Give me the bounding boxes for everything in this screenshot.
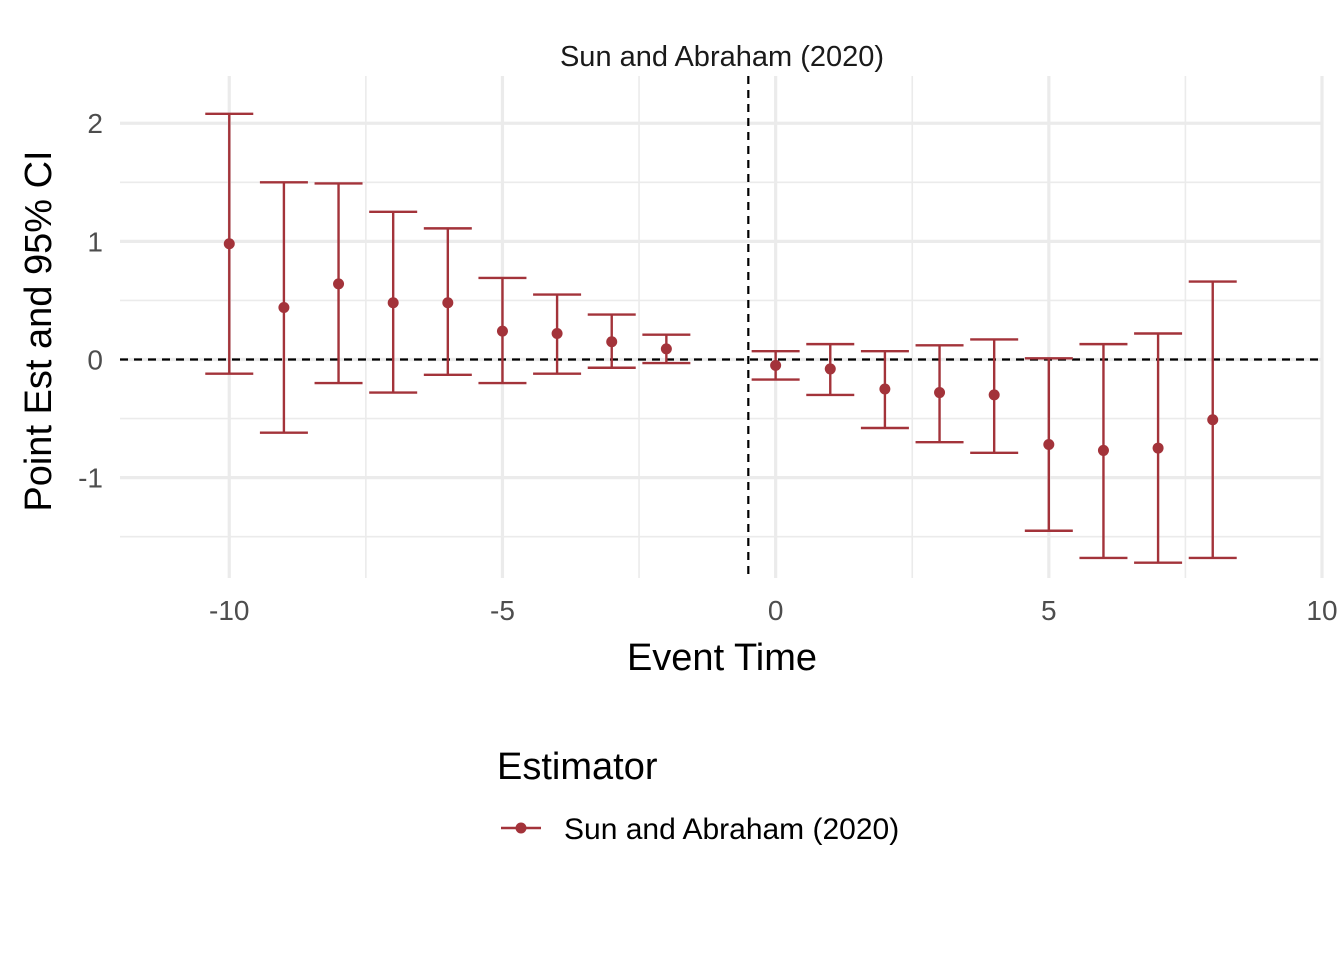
- y-tick-label: 0: [87, 344, 103, 375]
- point-estimate: [770, 359, 782, 371]
- point-estimate: [988, 389, 1000, 401]
- y-axis-title: Point Est and 95% CI: [18, 150, 60, 511]
- point-estimate: [1207, 414, 1219, 426]
- x-tick-label: 5: [1041, 595, 1057, 626]
- point-estimate: [824, 363, 836, 375]
- point-estimate: [278, 302, 290, 314]
- legend-title: Estimator: [497, 746, 658, 788]
- point-estimate: [660, 343, 672, 355]
- point-estimate: [333, 278, 345, 290]
- point-estimate: [606, 336, 618, 348]
- x-tick-label: -5: [490, 595, 515, 626]
- reference-lines: [120, 76, 1322, 578]
- point-estimate: [496, 325, 508, 337]
- x-tick-label: 0: [768, 595, 784, 626]
- x-axis-ticks: -10 -5 0 5 10: [209, 595, 1338, 626]
- y-tick-label: -1: [78, 463, 103, 494]
- point-estimate: [551, 327, 563, 339]
- point-estimates: [223, 238, 1219, 456]
- point-estimate: [1043, 439, 1055, 451]
- legend-key-dot: [515, 822, 527, 834]
- point-estimate: [387, 297, 399, 309]
- point-estimate: [1152, 442, 1164, 454]
- y-tick-label: 2: [87, 108, 103, 139]
- x-axis-title: Event Time: [627, 637, 817, 679]
- legend: Estimator Sun and Abraham (2020): [497, 746, 899, 846]
- y-axis-ticks: -1 0 1 2: [78, 108, 103, 493]
- point-estimate: [442, 297, 454, 309]
- point-estimate: [223, 238, 235, 250]
- point-estimate: [934, 387, 946, 399]
- x-tick-label: 10: [1306, 595, 1337, 626]
- x-tick-label: -10: [209, 595, 249, 626]
- point-estimate: [879, 383, 891, 395]
- y-tick-label: 1: [87, 226, 103, 257]
- point-estimate: [1097, 444, 1109, 456]
- legend-label: Sun and Abraham (2020): [564, 813, 899, 846]
- panel-title: Sun and Abraham (2020): [560, 41, 884, 73]
